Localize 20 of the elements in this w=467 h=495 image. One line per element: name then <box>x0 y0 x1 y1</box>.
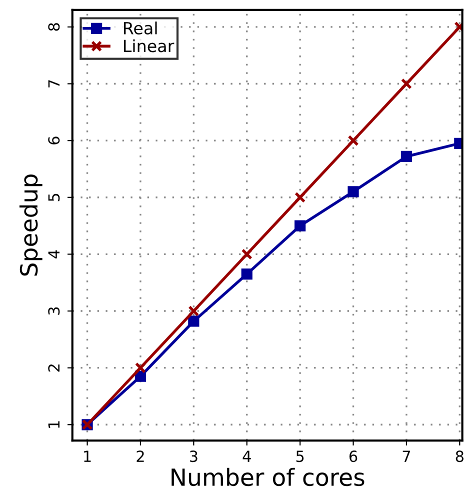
y-tick-label: 5 <box>48 194 60 202</box>
x-tick-label: 2 <box>136 450 144 462</box>
y-tick-label: 6 <box>48 136 60 144</box>
y-tick-label: 4 <box>48 250 60 258</box>
x-tick-label: 5 <box>296 450 304 462</box>
x-axis-title: Number of cores <box>172 468 364 486</box>
legend-label: Real <box>124 22 157 34</box>
y-tick-label: 7 <box>48 80 60 88</box>
x-tick-label: 3 <box>190 450 198 462</box>
y-tick-label: 1 <box>48 421 60 428</box>
y-tick-label: 3 <box>48 307 60 315</box>
legend-label: Linear <box>124 39 174 52</box>
y-tick-label: 2 <box>48 364 60 372</box>
x-tick-label: 8 <box>456 450 464 462</box>
y-tick-label: 8 <box>48 23 60 31</box>
x-tick-label: 4 <box>242 450 251 462</box>
x-tick-label: 6 <box>349 450 358 462</box>
y-axis-title: Speedup <box>19 174 42 276</box>
x-tick-label: 1 <box>84 450 91 462</box>
x-tick-label: 7 <box>402 450 410 462</box>
